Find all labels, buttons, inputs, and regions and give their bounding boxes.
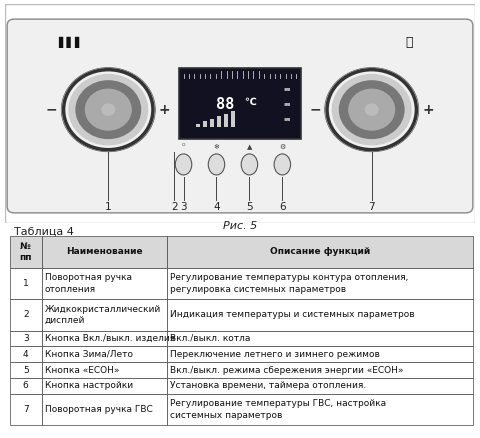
Text: 2: 2 [23,311,28,319]
Bar [167,362,473,378]
Text: 1: 1 [105,201,112,212]
Text: Таблица 4: Таблица 4 [14,226,74,237]
Text: Установка времени, таймера отопления.: Установка времени, таймера отопления. [170,381,366,390]
Bar [216,117,221,127]
Text: Регулирование температуры контура отопления,
регулировка системных параметров: Регулирование температуры контура отопле… [170,273,408,293]
Bar [210,119,214,127]
Bar [167,268,473,299]
Text: Переключение летнего и зимнего режимов: Переключение летнего и зимнего режимов [170,350,380,359]
Text: Вкл./выкл. котла: Вкл./выкл. котла [170,334,250,343]
Bar [224,114,228,127]
Text: +: + [422,102,434,117]
Bar [10,378,42,394]
Ellipse shape [208,154,225,175]
Circle shape [365,103,379,116]
Bar [167,299,473,331]
FancyBboxPatch shape [7,19,473,213]
Text: Поворотная ручка
отопления: Поворотная ручка отопления [45,273,132,293]
Text: +: + [159,102,170,117]
Text: 3: 3 [180,201,187,212]
Text: 7: 7 [368,201,375,212]
Text: Описание функций: Описание функций [270,247,370,256]
Text: −: − [46,102,58,117]
Bar [167,236,473,268]
Text: 4: 4 [23,350,28,359]
Ellipse shape [241,154,258,175]
Text: ❄: ❄ [214,144,219,150]
Text: ⚙: ⚙ [279,144,286,150]
Text: Поворотная ручка ГВС: Поворотная ручка ГВС [45,405,153,414]
Text: 88: 88 [216,97,234,112]
Circle shape [339,80,405,139]
Bar [195,124,200,127]
Bar [167,394,473,425]
Bar [10,346,42,362]
Text: 🚿: 🚿 [406,36,413,49]
Text: 5: 5 [23,366,29,374]
Bar [167,346,473,362]
Bar [10,236,42,268]
Text: 3: 3 [23,334,29,343]
Text: Рис. 5: Рис. 5 [223,221,257,231]
Text: ▪▪: ▪▪ [283,116,291,120]
Text: Индикация температуры и системных параметров: Индикация температуры и системных параме… [170,311,415,319]
Text: Вкл./выкл. режима сбережения энергии «ЕСОН»: Вкл./выкл. режима сбережения энергии «ЕС… [170,366,403,374]
Bar [179,67,301,139]
Bar [10,362,42,378]
Text: ▌▌▌: ▌▌▌ [58,37,84,48]
Text: ▲: ▲ [247,144,252,150]
Circle shape [75,80,141,139]
Text: Жидкокристаллический
дисплей: Жидкокристаллический дисплей [45,304,161,325]
Text: 6: 6 [279,201,286,212]
Text: №
пп: № пп [20,241,32,262]
Bar [42,236,167,268]
Bar [42,394,167,425]
Bar [10,331,42,346]
Text: 7: 7 [23,405,29,414]
Text: 4: 4 [213,201,220,212]
Text: 6: 6 [23,381,29,390]
Bar [231,111,235,127]
Bar [42,299,167,331]
Text: Кнопка настройки: Кнопка настройки [45,381,133,390]
Text: Кнопка «ЕСОН»: Кнопка «ЕСОН» [45,366,119,374]
Ellipse shape [274,154,290,175]
Text: ᴼ: ᴼ [182,144,185,150]
Bar [10,268,42,299]
Text: Кнопка Зима/Лето: Кнопка Зима/Лето [45,350,133,359]
Bar [42,268,167,299]
Circle shape [332,74,412,145]
Bar [10,394,42,425]
Bar [42,331,167,346]
Text: ▪▪: ▪▪ [283,101,291,106]
Bar [42,378,167,394]
Circle shape [85,88,132,131]
Bar [42,346,167,362]
Text: 5: 5 [246,201,253,212]
Bar [203,121,207,127]
Text: −: − [310,102,321,117]
Text: 1: 1 [23,279,29,288]
Text: Наименование: Наименование [66,247,143,256]
Text: Кнопка Вкл./выкл. изделия: Кнопка Вкл./выкл. изделия [45,334,175,343]
Bar [10,299,42,331]
Ellipse shape [175,154,192,175]
Bar [167,378,473,394]
Text: 2: 2 [171,201,178,212]
Text: ▪▪: ▪▪ [283,86,291,91]
Bar [167,331,473,346]
Circle shape [68,74,148,145]
Bar [42,362,167,378]
Text: Регулирование температуры ГВС, настройка
системных параметров: Регулирование температуры ГВС, настройка… [170,399,386,420]
Text: ℃: ℃ [244,97,256,107]
Circle shape [348,88,395,131]
Circle shape [101,103,115,116]
